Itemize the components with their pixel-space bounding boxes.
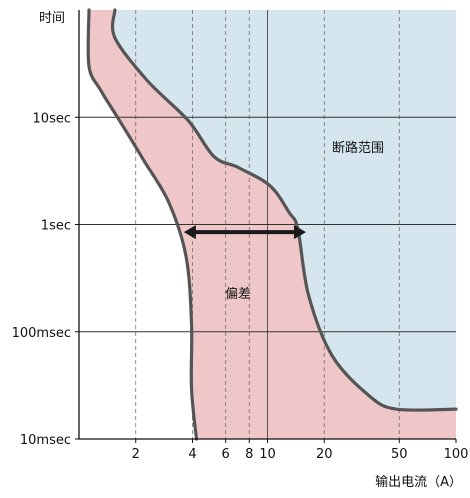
lower-bound-curve: [86, 8, 199, 441]
tolerance-arrow-head-right: [293, 225, 306, 240]
upper-bound-curve: [110, 8, 458, 412]
x-tick-label: 4: [188, 447, 196, 462]
y-tick-label: 100msec: [12, 326, 71, 341]
x-tick-label: 50: [391, 447, 408, 462]
tolerance-label: 偏差: [225, 287, 251, 302]
y-tick-label: 1sec: [41, 219, 71, 234]
curves: [86, 8, 458, 441]
y-tick-label: 10msec: [20, 433, 71, 448]
trip-region-area: [112, 10, 456, 411]
tolerance-arrow-head-left: [183, 225, 196, 240]
gridlines: [79, 10, 456, 439]
x-tick-label: 100: [444, 447, 469, 462]
x-tick-label: 6: [222, 447, 230, 462]
y-axis-label: 时间: [39, 11, 65, 26]
x-tick-label: 8: [245, 447, 253, 462]
x-tick-label: 10: [259, 447, 276, 462]
x-tick-label: 2: [132, 447, 140, 462]
x-tick-label: 20: [316, 447, 333, 462]
y-tick-label: 10sec: [33, 111, 71, 126]
trip-region-label: 断路范围: [332, 140, 384, 156]
tick-labels: 2 4 6 8 10 20 50 100 10msec 100msec 1sec 10sec: [12, 111, 469, 462]
x-axis-label: 输出电流（A）: [375, 474, 462, 490]
tolerance-arrow: [183, 225, 306, 240]
